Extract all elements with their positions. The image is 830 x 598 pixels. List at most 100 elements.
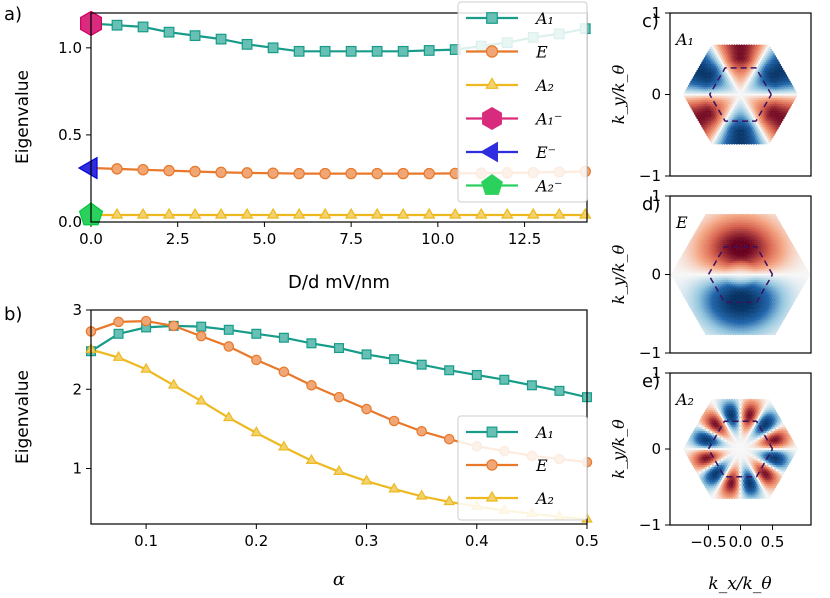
heatmap-cell-d-1348 [783,268,786,272]
heatmap-cell-c-1300 [777,69,780,73]
heatmap-cell-d-201 [727,319,730,323]
heatmap-cell-e-47 [766,494,769,498]
heatmap-cell-c-93 [751,135,754,139]
heatmap-cell-c-1616 [729,46,733,50]
heatmap-cell-c-750 [773,97,776,101]
heatmap-cell-d-2020 [783,239,786,243]
heatmap-cell-d-997 [736,281,740,285]
heatmap-cell-c-643 [727,101,730,105]
heatmap-cell-e-221 [703,479,707,483]
heatmap-cell-d-220 [773,319,776,323]
heatmap-cell-d-308 [720,313,724,317]
heatmap-cell-c-1387 [736,63,740,67]
heatmap-cell-e-449 [747,466,751,470]
heatmap-cell-c-1252 [748,71,752,75]
heatmap-cell-d-1995 [722,239,725,243]
heatmap-cell-d-1675 [701,253,704,257]
heatmap-cell-e-153 [761,485,764,489]
heatmap-cell-d-193 [707,319,711,323]
heatmap-cell-d-915 [790,285,794,289]
data-point-2-10 [360,474,373,485]
heatmap-cell-c-607 [742,103,746,107]
legend-label-1: E [535,43,548,62]
heatmap-cell-c-1371 [779,65,783,69]
heatmap-cell-d-1263 [711,270,714,274]
heatmap-cell-e-106 [716,487,719,491]
heatmap-cell-c-606 [740,103,743,107]
heatmap-cell-d-1121 [775,277,779,281]
panel-a-label: a) [4,4,22,25]
heatmap-cell-d-841 [733,287,736,291]
heatmap-cell-d-1560 [783,260,786,264]
heatmap-cell-c-1243 [727,71,730,75]
heatmap-cell-c-355 [698,116,702,120]
heatmap-cell-c-798 [779,95,783,99]
heatmap-cell-d-441 [756,306,759,310]
heatmap-cell-c-1127 [725,78,729,82]
heatmap-cell-c-873 [735,90,739,94]
heatmap-cell-d-859 [777,287,780,291]
heatmap-cell-e-452 [755,466,758,470]
heatmap-cell-e-486 [744,464,747,468]
heatmap-cell-d-816 [792,289,796,293]
heatmap-cell-c-1627 [756,46,759,50]
heatmap-cell-c-249 [772,124,775,128]
heatmap-cell-d-302 [706,313,709,317]
heatmap-cell-e-639 [717,455,720,459]
heatmap-cell-d-1983 [692,239,696,243]
heatmap-cell-d-1387 [745,266,748,270]
heatmap-cell-c-1343 [711,65,714,69]
heatmap-cell-c-773 [718,95,722,99]
heatmap-cell-d-217 [766,319,769,323]
heatmap-cell-e-174 [740,483,743,487]
heatmap-cell-d-1764 [689,249,692,253]
heatmap-cell-c-219 [775,126,779,130]
heatmap-cell-d-1370 [703,266,707,270]
heatmap-cell-d-1461 [795,264,798,268]
heatmap-cell-d-634 [696,296,700,300]
heatmap-cell-c-1053 [745,82,748,86]
heatmap-cell-c-1115 [696,78,700,82]
heatmap-cell-d-1964 [747,241,751,245]
heatmap-cell-e-254 [705,477,708,481]
heatmap-cell-c-837 [761,93,764,96]
heatmap-cell-d-1243 [800,273,803,276]
heatmap-cell-e-365 [723,470,726,474]
heatmap-cell-d-2432 [763,213,767,217]
heatmap-cell-e-420 [768,468,772,472]
heatmap-cell-c-171 [733,128,736,132]
heatmap-cell-e-668 [788,455,791,459]
heatmap-cell-d-1442 [748,264,752,268]
heatmap-cell-e-185 [767,483,770,487]
heatmap-cell-e-19 [757,496,761,500]
heatmap-cell-d-1066 [774,279,778,283]
data-point-1-7 [267,167,279,179]
heatmap-cell-d-1434 [729,264,733,268]
heatmap-cell-d-2419 [731,213,735,217]
heatmap-cell-d-1835 [751,247,754,251]
heatmap-cell-d-963 [781,283,785,287]
heatmap-cell-c-1595 [740,48,743,52]
heatmap-cell-d-1839 [761,247,764,251]
heatmap-cell-d-340 [705,311,708,315]
heatmap-cell-d-1715 [683,251,686,255]
heatmap-cell-c-660 [768,101,772,105]
heatmap-cell-d-844 [740,287,743,291]
heatmap-cell-e-470 [705,464,708,468]
heatmap-cell-d-595 [712,298,715,302]
heatmap-cell-e-520 [730,462,734,466]
heatmap-cell-c-235 [738,124,741,128]
heatmap-cell-c-472 [709,109,713,113]
heatmap-cell-d-2373 [766,218,769,221]
heatmap-cell-d-1950 [713,241,717,245]
heatmap-cell-d-62 [709,328,713,331]
heatmap-cell-c-19 [757,141,761,145]
heatmap-cell-d-1813 [697,247,701,251]
heatmap-cell-d-2135 [774,232,778,236]
heatmap-cell-d-511 [722,302,725,306]
heatmap-cell-d-571 [762,300,765,304]
heatmap-cell-c-1280 [728,69,731,73]
heatmap-cell-c-1274 [713,69,717,73]
heatmap-cell-d-717 [785,294,789,298]
heatmap-cell-d-1156 [725,275,729,279]
